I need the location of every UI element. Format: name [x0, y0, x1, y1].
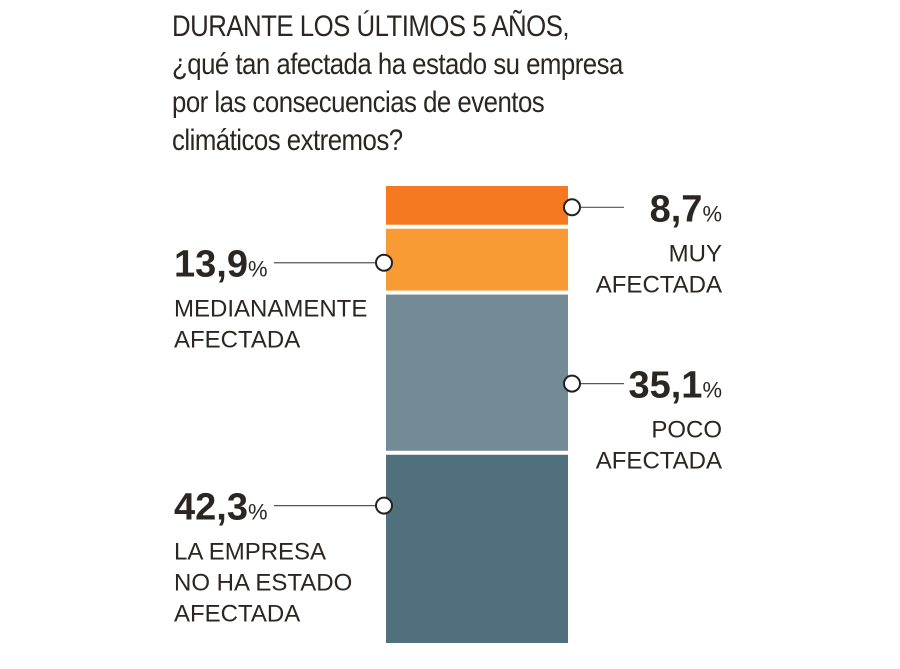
- marker-poco: [563, 374, 581, 393]
- marker-mediana: [375, 253, 393, 272]
- title-line-2: ¿qué tan afectada ha estado su empresa: [172, 48, 623, 81]
- category-label-poco-0: POCO: [651, 417, 722, 444]
- pct-sign-muy: %: [702, 201, 722, 226]
- category-label-muy-1: AFECTADA: [596, 271, 722, 298]
- pct-sign-mediana: %: [248, 257, 268, 282]
- bar-segment-poco: [386, 294, 568, 451]
- pct-label-muy: 8,7%: [650, 188, 722, 230]
- pct-label-no: 42,3%: [174, 487, 268, 529]
- pct-sign-no: %: [248, 500, 268, 525]
- bar-segment-muy: [386, 186, 568, 225]
- category-label-muy-0: MUY: [669, 240, 722, 267]
- category-label-mediana-1: AFECTADA: [174, 327, 300, 354]
- chart-title: DURANTE LOS ÚLTIMOS 5 AÑOS, ¿qué tan afe…: [172, 8, 705, 160]
- pct-value-no: 42,3: [174, 487, 248, 529]
- marker-no: [375, 496, 393, 515]
- pct-label-poco: 35,1%: [628, 365, 722, 407]
- pct-value-poco: 35,1: [628, 365, 702, 407]
- title-line-4: climáticos extremos?: [172, 124, 403, 157]
- category-label-no-0: LA EMPRESA: [174, 539, 326, 566]
- title-line-3: por las consecuencias de eventos: [172, 86, 545, 119]
- bar-segment-mediana: [386, 228, 568, 291]
- pct-value-mediana: 13,9: [174, 244, 248, 286]
- pct-value-muy: 8,7: [650, 188, 703, 230]
- category-label-mediana-0: MEDIANAMENTE: [174, 296, 367, 323]
- category-label-no-2: AFECTADA: [174, 601, 300, 628]
- marker-muy: [563, 198, 581, 217]
- pct-sign-poco: %: [702, 378, 722, 403]
- title-line-1: DURANTE LOS ÚLTIMOS 5 AÑOS,: [172, 10, 570, 43]
- category-label-poco-1: AFECTADA: [596, 448, 722, 475]
- bar-segment-no: [386, 454, 568, 643]
- category-label-no-1: NO HA ESTADO: [174, 570, 352, 597]
- pct-label-mediana: 13,9%: [174, 244, 268, 286]
